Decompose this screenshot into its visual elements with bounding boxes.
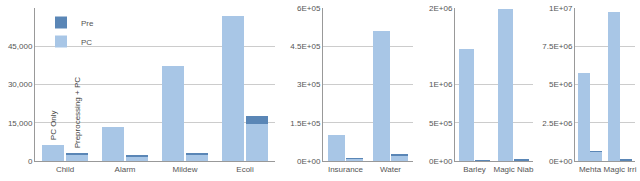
svg-text:7.5E+06: 7.5E+06 bbox=[542, 42, 573, 51]
svg-text:3E+05: 3E+05 bbox=[297, 80, 321, 89]
svg-text:15,000: 15,000 bbox=[8, 119, 33, 128]
svg-text:2.5E+06: 2.5E+06 bbox=[542, 119, 573, 128]
svg-text:2E+06: 2E+06 bbox=[429, 4, 453, 13]
svg-text:Preprocessing + PC: Preprocessing + PC bbox=[73, 77, 82, 149]
svg-text:45,000: 45,000 bbox=[8, 42, 33, 51]
svg-text:30,000: 30,000 bbox=[8, 80, 33, 89]
svg-text:PC: PC bbox=[81, 38, 92, 47]
svg-text:1.5E+05: 1.5E+05 bbox=[290, 119, 321, 128]
svg-text:0E+00: 0E+00 bbox=[429, 157, 453, 166]
svg-text:Insurance: Insurance bbox=[328, 165, 364, 174]
svg-text:Pre: Pre bbox=[81, 19, 94, 28]
svg-text:Magic Irri: Magic Irri bbox=[604, 165, 637, 174]
svg-text:Ecoli: Ecoli bbox=[236, 165, 254, 174]
svg-text:Mildew: Mildew bbox=[173, 165, 198, 174]
svg-text:Magic Niab: Magic Niab bbox=[493, 165, 534, 174]
svg-text:Alarm: Alarm bbox=[115, 165, 136, 174]
svg-text:0: 0 bbox=[28, 157, 33, 166]
svg-text:0E+00: 0E+00 bbox=[549, 157, 573, 166]
svg-text:Mehta: Mehta bbox=[579, 165, 602, 174]
svg-text:4.5E+05: 4.5E+05 bbox=[290, 42, 321, 51]
svg-text:6E+05: 6E+05 bbox=[297, 4, 321, 13]
svg-text:Child: Child bbox=[56, 165, 74, 174]
svg-text:Water: Water bbox=[380, 165, 401, 174]
svg-text:0E+00: 0E+00 bbox=[297, 157, 321, 166]
svg-text:5E+06: 5E+06 bbox=[549, 80, 573, 89]
svg-text:1E+06: 1E+06 bbox=[429, 80, 453, 89]
svg-text:1E+07: 1E+07 bbox=[549, 4, 573, 13]
svg-text:5E+05: 5E+05 bbox=[429, 119, 453, 128]
svg-text:PC Only: PC Only bbox=[49, 110, 58, 140]
svg-text:Barley: Barley bbox=[463, 165, 486, 174]
